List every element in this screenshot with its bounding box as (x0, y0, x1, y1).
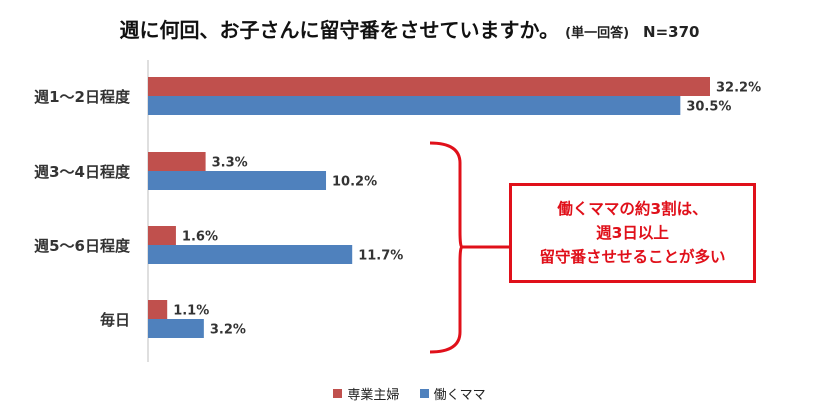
data-label: 10.2% (332, 175, 377, 190)
bar-series2 (148, 171, 327, 190)
sample-size: N=370 (643, 23, 700, 41)
data-label: 3.2% (210, 323, 246, 338)
data-label: 32.2% (716, 81, 761, 96)
data-label: 1.6% (182, 230, 218, 245)
callout-line-2: 週3日以上 (596, 224, 669, 242)
bar-series1 (148, 152, 206, 171)
legend-label-series1: 専業主婦 (347, 388, 400, 403)
bar-series1 (148, 77, 710, 96)
title-sub: (単一回答) (565, 26, 630, 41)
bar-series1 (148, 300, 168, 319)
chart-title: 週に何回、お子さんに留守番をさせていますか。 (単一回答) N=370 (0, 14, 819, 43)
bracket (429, 141, 463, 354)
data-label: 1.1% (173, 304, 209, 319)
legend-swatch-series2 (419, 389, 429, 398)
bar-series2 (148, 319, 204, 338)
bar-series1 (148, 226, 176, 245)
legend-item-series2: 働くママ (419, 384, 486, 403)
callout-box: 働くママの約3割は、 週3日以上 留守番させせることが多い (509, 183, 756, 283)
category-label: 週3〜4日程度 (34, 163, 131, 181)
category-label: 週1〜2日程度 (34, 88, 131, 106)
legend-swatch-series1 (333, 389, 343, 398)
category-label: 毎日 (100, 311, 130, 329)
bar-series2 (148, 96, 681, 115)
bar-series2 (148, 245, 353, 264)
data-label: 11.7% (358, 249, 403, 264)
title-main: 週に何回、お子さんに留守番をさせていますか。 (119, 18, 560, 42)
data-label: 3.3% (212, 156, 248, 171)
category-label: 週5〜6日程度 (34, 237, 131, 255)
data-label: 30.5% (686, 100, 731, 115)
callout-line-3: 留守番させせることが多い (539, 248, 726, 266)
callout-line-1: 働くママの約3割は、 (557, 200, 708, 218)
legend-label-series2: 働くママ (433, 388, 486, 403)
legend: 専業主婦 働くママ (0, 384, 819, 403)
legend-item-series1: 専業主婦 (333, 384, 399, 403)
